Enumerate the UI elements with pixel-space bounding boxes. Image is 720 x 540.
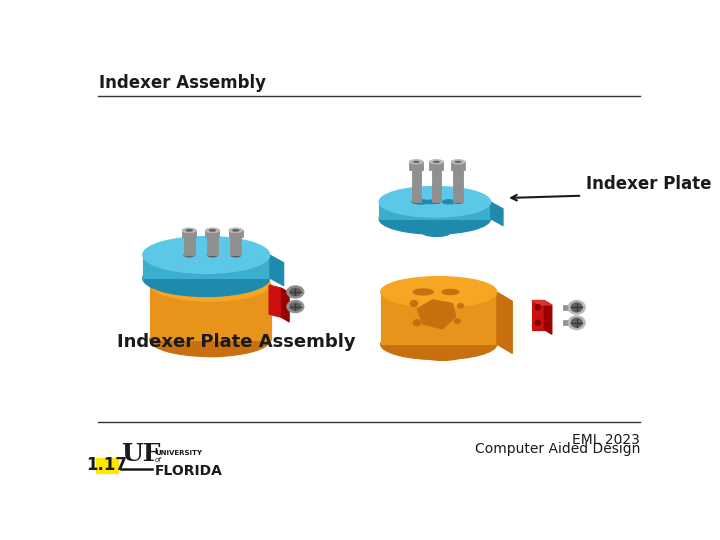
Polygon shape (205, 231, 220, 237)
Polygon shape (184, 237, 194, 255)
Polygon shape (454, 170, 463, 202)
Ellipse shape (423, 229, 451, 237)
Text: 1.17: 1.17 (86, 456, 127, 474)
Ellipse shape (184, 253, 194, 257)
Ellipse shape (287, 300, 304, 313)
Polygon shape (432, 170, 441, 202)
Ellipse shape (423, 339, 463, 350)
Ellipse shape (410, 300, 418, 307)
Polygon shape (203, 340, 225, 350)
Ellipse shape (150, 323, 271, 356)
Ellipse shape (290, 288, 301, 296)
Ellipse shape (568, 316, 585, 330)
Text: FLORIDA: FLORIDA (155, 464, 223, 478)
Ellipse shape (503, 319, 509, 323)
Text: EML 2023: EML 2023 (572, 433, 640, 447)
Polygon shape (270, 255, 284, 286)
Polygon shape (563, 305, 577, 309)
Ellipse shape (454, 161, 462, 163)
Ellipse shape (571, 303, 582, 312)
Text: UNIVERSITY: UNIVERSITY (155, 450, 202, 456)
Ellipse shape (568, 300, 585, 314)
Ellipse shape (423, 350, 463, 361)
Ellipse shape (413, 320, 421, 326)
Ellipse shape (150, 267, 271, 301)
Ellipse shape (192, 345, 235, 356)
Polygon shape (451, 162, 465, 170)
Ellipse shape (503, 305, 509, 309)
Ellipse shape (413, 289, 433, 295)
Ellipse shape (414, 200, 428, 204)
FancyBboxPatch shape (96, 457, 118, 473)
Ellipse shape (454, 319, 461, 323)
Ellipse shape (442, 289, 459, 295)
Polygon shape (563, 320, 577, 325)
Ellipse shape (207, 253, 218, 257)
Polygon shape (423, 219, 451, 233)
Ellipse shape (192, 334, 235, 346)
Polygon shape (207, 237, 218, 255)
Text: Indexer Assembly: Indexer Assembly (99, 74, 266, 92)
Polygon shape (544, 300, 552, 334)
Polygon shape (417, 300, 456, 329)
Ellipse shape (232, 229, 240, 232)
Polygon shape (143, 255, 270, 278)
Ellipse shape (143, 260, 270, 296)
Polygon shape (412, 170, 421, 202)
Polygon shape (182, 231, 196, 237)
Ellipse shape (185, 229, 193, 232)
Text: Indexer Plate Assembly: Indexer Plate Assembly (117, 333, 356, 351)
Polygon shape (429, 162, 444, 170)
Polygon shape (230, 237, 241, 255)
Ellipse shape (413, 161, 420, 163)
Ellipse shape (381, 276, 497, 307)
Polygon shape (497, 292, 513, 354)
Text: Indexer Plate: Indexer Plate (586, 174, 711, 193)
Polygon shape (150, 284, 271, 340)
Ellipse shape (229, 228, 243, 233)
Polygon shape (409, 162, 423, 170)
Text: UF: UF (121, 442, 161, 467)
Ellipse shape (457, 303, 464, 308)
Ellipse shape (379, 204, 490, 234)
Text: of: of (155, 457, 162, 463)
Polygon shape (490, 202, 503, 226)
Ellipse shape (412, 200, 421, 204)
Ellipse shape (182, 228, 196, 233)
Polygon shape (269, 285, 282, 318)
Ellipse shape (209, 229, 216, 232)
Ellipse shape (409, 160, 423, 164)
Ellipse shape (443, 200, 455, 204)
Ellipse shape (535, 320, 541, 326)
Ellipse shape (287, 286, 304, 298)
Text: Computer Aided Design: Computer Aided Design (475, 442, 640, 456)
Ellipse shape (432, 200, 441, 204)
Ellipse shape (454, 200, 463, 204)
Polygon shape (381, 292, 497, 345)
Ellipse shape (571, 318, 582, 327)
Polygon shape (229, 231, 243, 237)
Ellipse shape (230, 253, 241, 257)
Polygon shape (282, 288, 289, 322)
Ellipse shape (379, 186, 490, 217)
Ellipse shape (381, 329, 497, 360)
Ellipse shape (205, 228, 220, 233)
Polygon shape (379, 202, 490, 219)
Ellipse shape (290, 303, 301, 310)
Ellipse shape (426, 200, 436, 204)
Polygon shape (433, 345, 453, 355)
Ellipse shape (535, 305, 541, 310)
Ellipse shape (429, 160, 444, 164)
Ellipse shape (433, 161, 440, 163)
Polygon shape (532, 300, 552, 305)
Ellipse shape (451, 160, 465, 164)
Ellipse shape (423, 215, 451, 222)
Polygon shape (532, 300, 544, 330)
Ellipse shape (143, 237, 270, 273)
